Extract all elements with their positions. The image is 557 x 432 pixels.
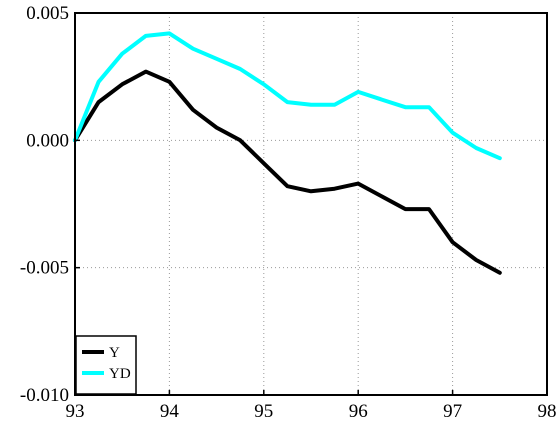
axis-ticks: 93 94 95 96 97 98 -0.010 -0.005 0.000 0.005 <box>20 3 557 422</box>
x-tick-label: 94 <box>160 401 180 422</box>
legend-label-yd: YD <box>109 366 131 382</box>
series-lines <box>73 31 502 275</box>
series-line-yd <box>73 31 502 161</box>
series-line-y <box>73 69 502 275</box>
y-tick-label: -0.005 <box>20 258 69 279</box>
x-tick-label: 95 <box>254 401 273 422</box>
y-tick-label: -0.010 <box>20 385 69 406</box>
plot-frame <box>74 12 548 396</box>
y-tick-label: 0.000 <box>26 130 69 151</box>
x-tick-label: 97 <box>443 401 462 422</box>
x-tick-label: 93 <box>66 401 85 422</box>
legend-label-y: Y <box>109 345 120 361</box>
legend-box <box>75 335 137 395</box>
y-tick-label: 0.005 <box>26 3 69 24</box>
x-tick-label: 98 <box>538 401 557 422</box>
x-tick-label: 96 <box>349 401 368 422</box>
legend: Y YD <box>75 335 137 395</box>
